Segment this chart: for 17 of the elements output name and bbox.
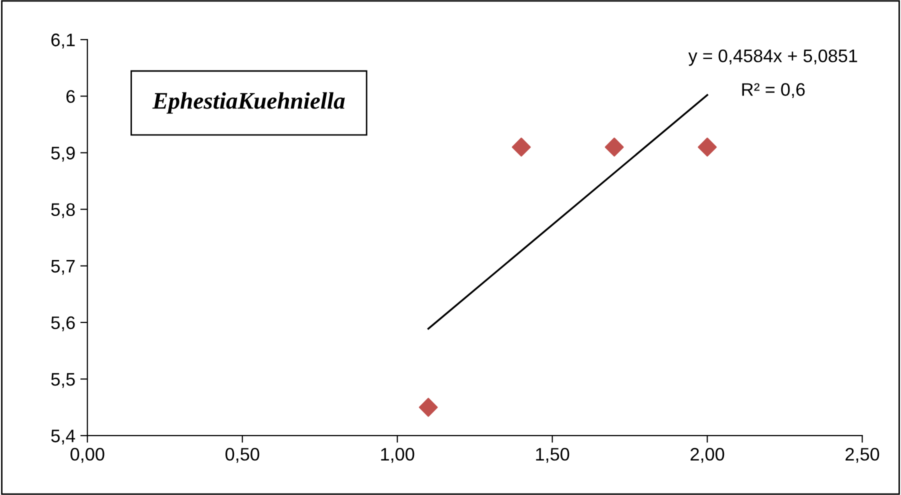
y-tick-label: 5,5 — [51, 373, 75, 388]
x-tick-label: 1,50 — [536, 448, 570, 463]
annotation: R² = 0,6 — [742, 83, 805, 98]
text: EphestiaKuehniella — [152, 92, 345, 114]
y-tick-label: 5,6 — [51, 316, 75, 332]
x-tick-label: 0,50 — [226, 448, 260, 463]
y-tick-label: 6 — [66, 90, 75, 103]
y-tick-label: 5,9 — [51, 146, 75, 162]
x-tick-label: 0,00 — [70, 448, 104, 463]
y-tick-label: 5,8 — [51, 203, 75, 218]
y-tick-label: 5,7 — [51, 260, 75, 275]
x-tick-label: 1,00 — [381, 448, 414, 463]
x-tick-label: 2,00 — [690, 448, 724, 463]
annotation: y = 0,4584x + 5,0851 — [688, 49, 858, 66]
x-tick-label: 2,50 — [846, 448, 880, 463]
y-tick-label: 5,4 — [51, 430, 76, 444]
y-tick-label: 6,1 — [51, 34, 75, 48]
